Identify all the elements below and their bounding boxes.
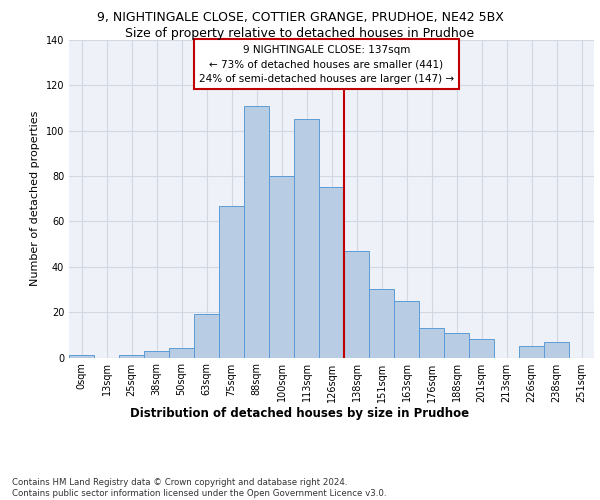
Bar (169, 348, 194, 358)
Bar (469, 340, 494, 357)
Text: 9, NIGHTINGALE CLOSE, COTTIER GRANGE, PRUDHOE, NE42 5BX: 9, NIGHTINGALE CLOSE, COTTIER GRANGE, PR… (97, 12, 503, 24)
Bar (269, 176, 294, 358)
Y-axis label: Number of detached properties: Number of detached properties (30, 111, 40, 286)
Text: 9 NIGHTINGALE CLOSE: 137sqm
← 73% of detached houses are smaller (441)
24% of se: 9 NIGHTINGALE CLOSE: 137sqm ← 73% of det… (199, 44, 454, 84)
Bar (119, 355, 144, 358)
Bar (294, 120, 319, 358)
Bar (69, 355, 94, 358)
Bar (519, 346, 544, 358)
Bar (419, 328, 444, 358)
Text: Contains HM Land Registry data © Crown copyright and database right 2024.
Contai: Contains HM Land Registry data © Crown c… (12, 478, 386, 498)
Bar (544, 342, 569, 357)
Bar (344, 251, 369, 358)
Bar (219, 206, 244, 358)
Text: Size of property relative to detached houses in Prudhoe: Size of property relative to detached ho… (125, 28, 475, 40)
Bar (144, 350, 169, 358)
Bar (319, 188, 344, 358)
Bar (194, 314, 219, 358)
Bar (369, 290, 394, 358)
Bar (244, 106, 269, 358)
Text: Distribution of detached houses by size in Prudhoe: Distribution of detached houses by size … (130, 408, 470, 420)
Bar (444, 332, 469, 357)
Bar (394, 301, 419, 358)
